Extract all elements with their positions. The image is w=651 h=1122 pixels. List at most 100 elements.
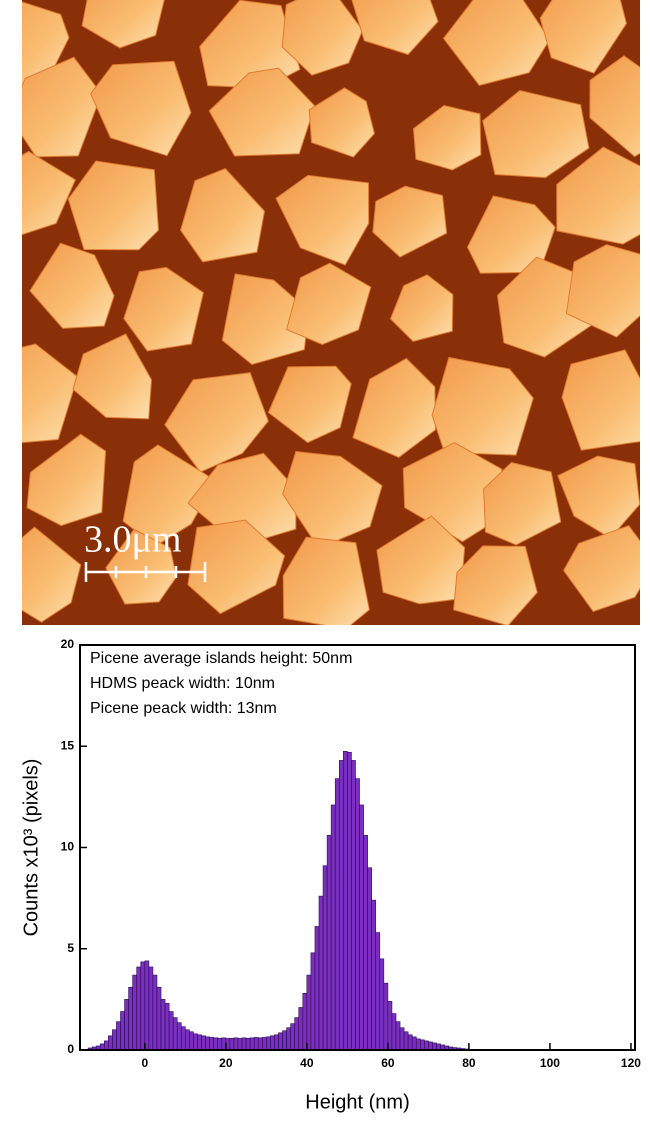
bar	[303, 993, 307, 1050]
y-tick-label: 5	[67, 941, 74, 955]
bar	[266, 1037, 270, 1050]
x-tick-label: 60	[381, 1056, 395, 1070]
bar	[396, 1022, 400, 1050]
y-tick-label: 20	[61, 637, 75, 651]
bar	[408, 1035, 412, 1050]
bar	[185, 1030, 189, 1050]
bar	[279, 1033, 283, 1050]
bar	[270, 1036, 274, 1050]
bar	[250, 1038, 254, 1050]
bar	[287, 1028, 291, 1050]
bar	[177, 1023, 181, 1050]
bar	[368, 868, 372, 1050]
bar	[315, 926, 319, 1050]
bar	[169, 1012, 173, 1050]
bar	[258, 1038, 262, 1050]
bar	[376, 933, 380, 1050]
bar	[404, 1032, 408, 1050]
bar	[125, 999, 129, 1050]
bar	[291, 1024, 295, 1050]
bar	[400, 1028, 404, 1050]
x-tick-label: 120	[621, 1056, 641, 1070]
bar	[202, 1036, 206, 1050]
bar	[246, 1038, 250, 1050]
bar	[388, 1001, 392, 1050]
bar	[355, 779, 359, 1050]
bar	[262, 1037, 266, 1050]
bar	[197, 1035, 201, 1050]
bar	[210, 1037, 214, 1050]
x-tick-label: 40	[300, 1056, 314, 1070]
x-axis-label: Height (nm)	[305, 1091, 409, 1113]
bar	[242, 1038, 246, 1050]
bar	[234, 1038, 238, 1050]
scale-bar-label: 3.0μm	[84, 519, 181, 561]
bar	[137, 967, 141, 1050]
x-tick-label: 0	[141, 1056, 148, 1070]
bar	[299, 1007, 303, 1050]
bar	[416, 1039, 420, 1050]
bar	[319, 896, 323, 1050]
bar	[104, 1041, 108, 1050]
bar	[380, 959, 384, 1050]
y-tick-label: 10	[61, 840, 75, 854]
bar	[295, 1018, 299, 1050]
bar	[254, 1037, 258, 1050]
bar	[193, 1034, 197, 1050]
bar	[274, 1035, 278, 1050]
bar	[432, 1043, 436, 1050]
y-axis-label: Counts x10³ (pixels)	[20, 759, 42, 937]
bar	[238, 1038, 242, 1050]
bar	[412, 1037, 416, 1050]
annotation: HDMS peack width: 10nm	[90, 675, 275, 692]
bar	[181, 1027, 185, 1050]
bar	[165, 1003, 169, 1050]
y-tick-label: 0	[67, 1042, 74, 1056]
bar	[428, 1042, 432, 1050]
bar	[392, 1014, 396, 1050]
bar	[214, 1038, 218, 1050]
bar	[360, 805, 364, 1050]
figure: 3.0μm 0 5 10 15 20 0 20 40 60 80 100 120 Picene aver…	[0, 0, 651, 1117]
x-tick-label: 100	[540, 1056, 560, 1070]
bar	[420, 1040, 424, 1050]
bar	[339, 760, 343, 1050]
histogram-chart: 0 5 10 15 20 0 20 40 60 80 100 120 Picene average is…	[20, 637, 641, 1113]
bar	[384, 983, 388, 1050]
bar	[351, 760, 355, 1050]
bar	[206, 1037, 210, 1050]
annotation: Picene average islands height: 50nm	[90, 650, 352, 667]
bar	[283, 1031, 287, 1050]
bar	[145, 961, 149, 1050]
bar	[121, 1012, 125, 1050]
bar	[343, 751, 347, 1050]
bar	[307, 975, 311, 1050]
bar	[112, 1030, 116, 1050]
bar	[116, 1022, 120, 1050]
x-tick-label: 80	[462, 1056, 476, 1070]
bar	[230, 1038, 234, 1050]
bar	[424, 1041, 428, 1050]
y-tick-label: 15	[61, 738, 75, 752]
x-tick-label: 20	[219, 1056, 233, 1070]
bar	[161, 999, 165, 1050]
bar	[327, 835, 331, 1050]
bar	[372, 900, 376, 1050]
bar	[173, 1018, 177, 1050]
bar	[108, 1036, 112, 1050]
bar	[189, 1032, 193, 1050]
bar	[323, 866, 327, 1050]
bar	[311, 953, 315, 1050]
annotation: Picene peack width: 13nm	[90, 700, 277, 717]
bar	[153, 975, 157, 1050]
bar	[133, 975, 137, 1050]
bar	[149, 967, 153, 1050]
bar	[157, 987, 161, 1050]
bar	[331, 805, 335, 1050]
bar	[347, 752, 351, 1050]
bar	[364, 835, 368, 1050]
bar	[335, 779, 339, 1050]
bar	[129, 987, 133, 1050]
bar	[141, 962, 145, 1050]
bar	[218, 1038, 222, 1050]
